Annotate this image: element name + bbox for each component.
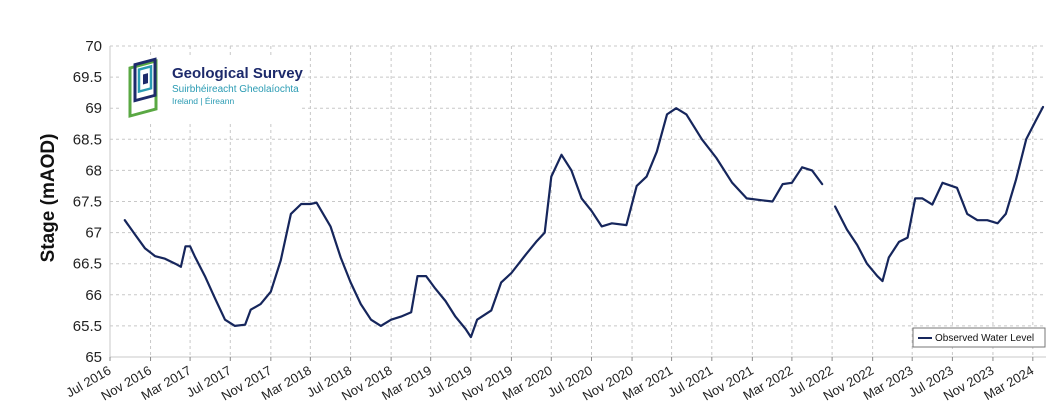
- y-tick-label: 66: [85, 287, 102, 304]
- y-tick-label: 67: [85, 225, 102, 242]
- legend-box: [912, 327, 1046, 348]
- y-tick-label: 66.5: [73, 256, 102, 273]
- y-tick-label: 70: [85, 38, 102, 55]
- y-tick-label: 67.5: [73, 194, 102, 211]
- series-line-segment: [123, 107, 824, 339]
- y-tick-label: 69: [85, 100, 102, 117]
- y-axis-label: Stage (mAOD): [38, 134, 59, 263]
- y-tick-label: 65: [85, 349, 102, 366]
- series-observed-water-level: [123, 105, 1045, 339]
- grid: [109, 45, 1046, 361]
- y-tick-label: 65.5: [73, 318, 102, 335]
- legend-label: Observed Water Level: [935, 333, 1034, 344]
- y-tick-label: 69.5: [73, 69, 102, 86]
- series-line-segment: [834, 105, 1045, 283]
- y-tick-label: 68.5: [73, 131, 102, 148]
- logo-subtitle-2: Ireland | Éireann: [172, 96, 234, 106]
- gsi-logo: Geological Survey Suirbhéireacht Gheolaí…: [120, 55, 304, 123]
- logo-mark: [128, 57, 158, 118]
- logo-subtitle: Suirbhéireacht Gheolaíochta: [172, 84, 299, 95]
- legend: Observed Water Level: [912, 327, 1046, 348]
- y-tick-label: 68: [85, 162, 102, 179]
- logo-title: Geological Survey: [172, 65, 304, 82]
- y-tick-labels: 65 65.5 66 66.5 67 67.5 68 68.5 69 69.5 70: [73, 38, 102, 366]
